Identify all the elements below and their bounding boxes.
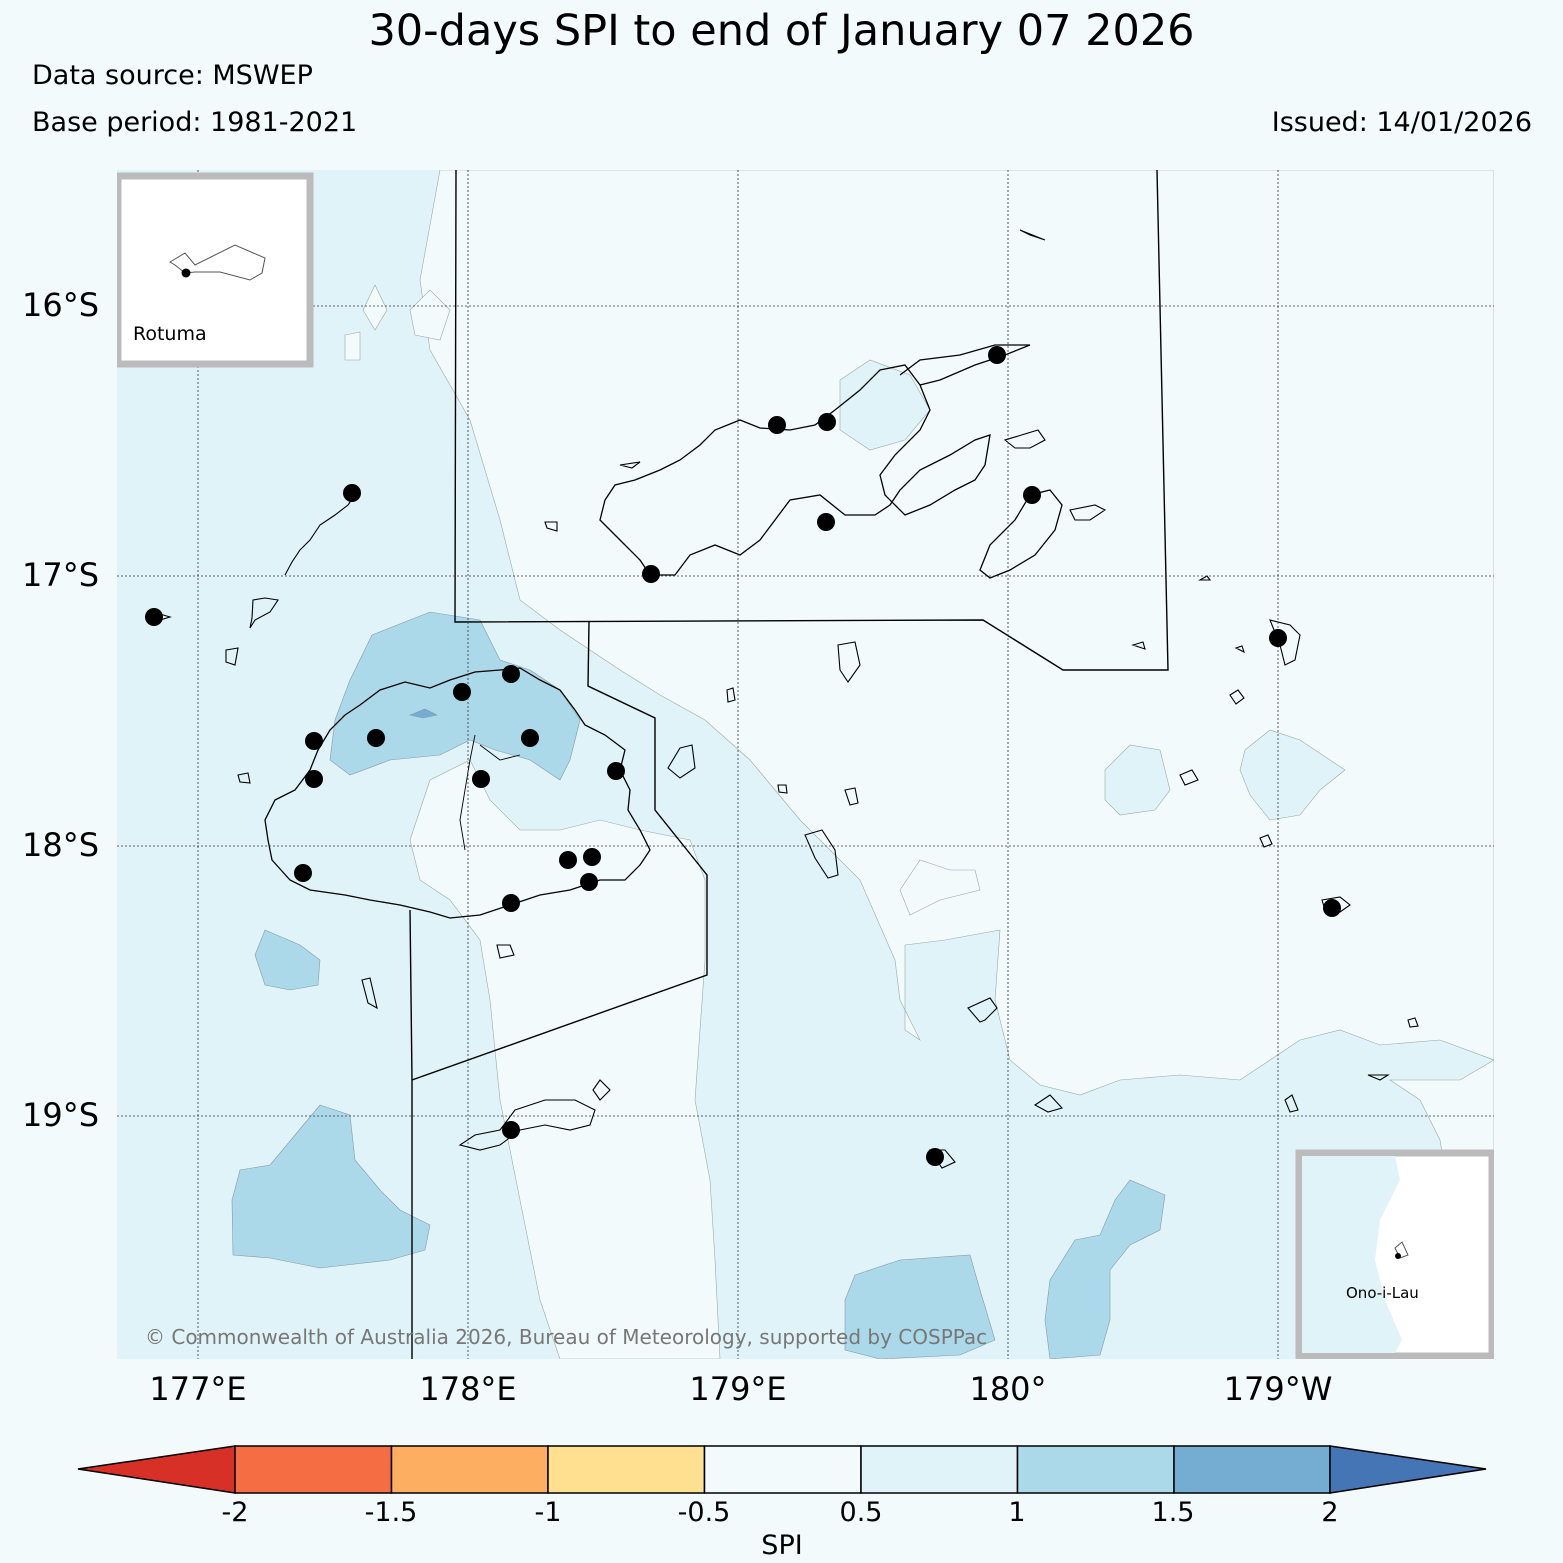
lon-label: 179°W [1223, 1370, 1333, 1408]
spi-colorbar [77, 1445, 1487, 1494]
spi-wet-region [1044, 1179, 1166, 1359]
station-marker [472, 770, 490, 788]
lon-label: 178°E [419, 1370, 517, 1408]
station-marker [343, 484, 361, 502]
lon-label: 180° [969, 1370, 1047, 1408]
spi-wet-region [844, 1254, 996, 1359]
ono-i-lau-inset [1295, 1149, 1494, 1359]
division-boundaries [409, 170, 1169, 1359]
rotuma-inset [117, 172, 314, 368]
colorbar-tick: 1.5 [1151, 1497, 1195, 1528]
station-marker [642, 565, 660, 583]
lat-label: 17°S [22, 556, 100, 594]
data-source: Data source: MSWEP [32, 60, 313, 91]
station-marker [926, 1148, 944, 1166]
colorbar-tick: -1.5 [364, 1497, 418, 1528]
lat-label: 16°S [22, 286, 100, 324]
colorbar-tick: -1 [534, 1497, 562, 1528]
station-marker [305, 732, 323, 750]
station-marker [817, 513, 835, 531]
lat-label: 19°S [22, 1096, 100, 1134]
spi-wet-patch [1104, 744, 1171, 816]
station-marker [580, 873, 598, 891]
station-marker [145, 608, 163, 626]
colorbar-tick: 1 [1008, 1497, 1026, 1528]
colorbar-tick: -2 [221, 1497, 249, 1528]
rotuma-label: Rotuma [133, 323, 207, 345]
station-marker [559, 851, 577, 869]
issued-date: Issued: 14/01/2026 [1271, 107, 1532, 138]
map-title: 30-days SPI to end of January 07 2026 [368, 6, 1195, 56]
station-marker [502, 1121, 520, 1139]
spi-wet-region [231, 1104, 431, 1269]
station-marker [818, 413, 836, 431]
spi-wet-region [408, 708, 438, 719]
copyright-notice: © Commonwealth of Australia 2026, Bureau… [145, 1325, 988, 1349]
spi-near-normal-region [419, 170, 1494, 1096]
station-markers [145, 346, 1341, 1166]
graticule [117, 170, 1494, 1359]
spi-near-normal-patch [899, 859, 981, 916]
vanua-levu-coastline [599, 344, 1031, 576]
station-marker [583, 848, 601, 866]
station-marker [367, 729, 385, 747]
ono-i-lau-label: Ono-i-Lau [1346, 1284, 1419, 1302]
island-coastline [225, 229, 1419, 1169]
colorbar-label: SPI [761, 1530, 803, 1561]
station-marker [1323, 899, 1341, 917]
spi-near-normal-nw [344, 284, 451, 361]
viti-levu-inner [459, 734, 521, 851]
station-marker [502, 665, 520, 683]
viti-levu-coastline [264, 667, 651, 919]
colorbar-tick: 0.5 [839, 1497, 883, 1528]
lon-label: 177°E [149, 1370, 247, 1408]
colorbar-tick: -0.5 [677, 1497, 731, 1528]
colorbar-tick: 2 [1321, 1497, 1339, 1528]
station-marker [294, 864, 312, 882]
station-marker [988, 346, 1006, 364]
base-period: Base period: 1981-2021 [32, 107, 358, 138]
station-marker [607, 762, 625, 780]
station-marker [1023, 486, 1041, 504]
lat-label: 18°S [22, 826, 100, 864]
station-marker [768, 416, 786, 434]
station-marker [1269, 629, 1287, 647]
station-marker [521, 729, 539, 747]
station-marker [453, 683, 471, 701]
spi-near-normal-south [409, 759, 721, 1359]
spi-wet-patch [839, 359, 931, 451]
spi-wet-region [254, 929, 321, 991]
station-marker [502, 894, 520, 912]
station-marker [305, 770, 323, 788]
spi-wet-patch [1239, 729, 1346, 821]
lon-label: 179°E [689, 1370, 787, 1408]
taveuni-coastline [979, 489, 1063, 579]
